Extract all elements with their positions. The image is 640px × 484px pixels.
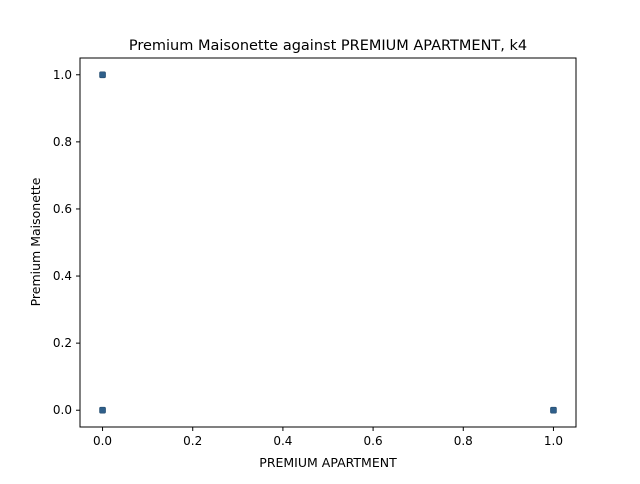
y-tick-label: 1.0: [53, 68, 72, 82]
scatter-point: [550, 406, 557, 414]
x-axis-label: PREMIUM APARTMENT: [259, 455, 397, 470]
scatter-point: [99, 406, 106, 414]
plot-frame: [79, 57, 577, 428]
y-tick-label: 0.0: [53, 403, 72, 417]
points-layer: [99, 71, 557, 414]
y-tick-label: 0.6: [53, 202, 72, 216]
x-tick-label: 0.2: [183, 434, 202, 448]
y-tick-label: 0.4: [53, 269, 72, 283]
y-axis-label: Premium Maisonette: [28, 177, 43, 306]
x-tick-label: 0.0: [93, 434, 112, 448]
x-tick-label: 0.8: [454, 434, 473, 448]
scatter-point: [99, 71, 106, 79]
y-tick-label: 0.2: [53, 336, 72, 350]
y-tick-label: 0.8: [53, 135, 72, 149]
x-tick-label: 1.0: [544, 434, 563, 448]
x-tick-label: 0.4: [273, 434, 292, 448]
chart-title: Premium Maisonette against PREMIUM APART…: [129, 38, 527, 54]
ticks-layer: 0.0 0.2 0.4 0.6 0.8 1.0 0.0 0.2 0.4 0.6 0.8 1.0: [53, 68, 563, 448]
x-tick-label: 0.6: [364, 434, 383, 448]
